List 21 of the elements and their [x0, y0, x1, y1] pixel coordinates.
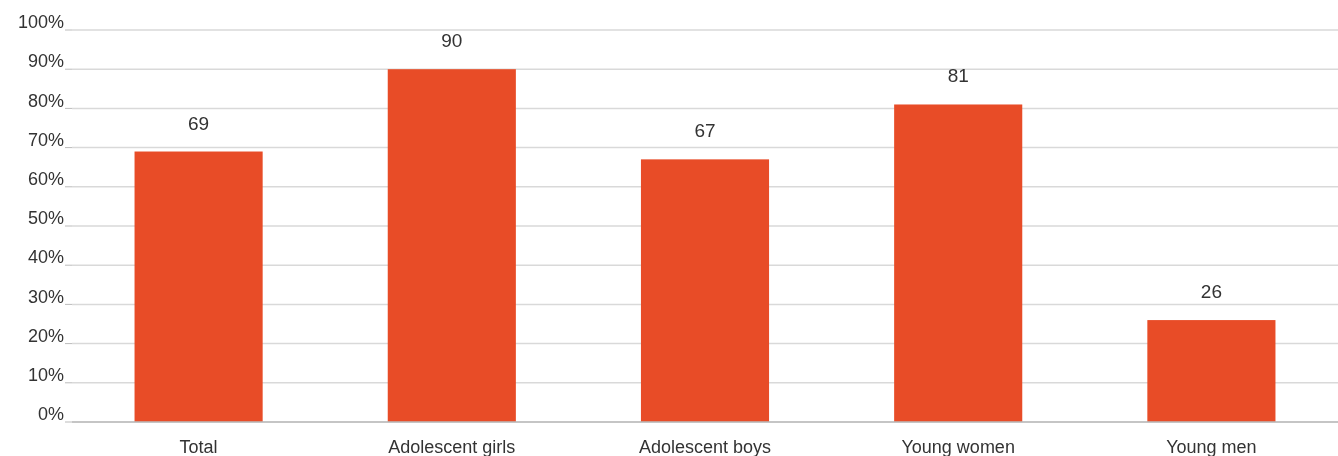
y-tick-label: 40%: [27, 247, 64, 268]
x-tick-label: Adolescent girls: [388, 437, 516, 456]
y-tick-label: 60%: [27, 169, 64, 189]
y-tick-label: 90%: [27, 51, 64, 72]
x-tick-label: Young men: [1166, 437, 1257, 456]
y-tick-label: 70%: [27, 129, 64, 150]
data-label: 81: [947, 65, 969, 87]
y-tick-label: 50%: [27, 208, 64, 229]
y-tick-label: 10%: [27, 365, 64, 385]
y-tick-label: 100%: [17, 12, 64, 33]
y-tick-label: 80%: [27, 90, 64, 111]
data-label: 69: [188, 112, 210, 134]
y-tick-label: 0%: [37, 404, 64, 425]
y-tick-label: 20%: [27, 325, 64, 346]
x-tick-label: Young women: [901, 437, 1015, 456]
data-label: 67: [694, 120, 716, 142]
data-label: 90: [441, 30, 463, 52]
x-tick-label: Adolescent boys: [638, 437, 772, 456]
y-tick-label: 30%: [27, 286, 64, 307]
x-tick-label: Total: [179, 437, 218, 456]
data-label: 26: [1200, 281, 1222, 303]
